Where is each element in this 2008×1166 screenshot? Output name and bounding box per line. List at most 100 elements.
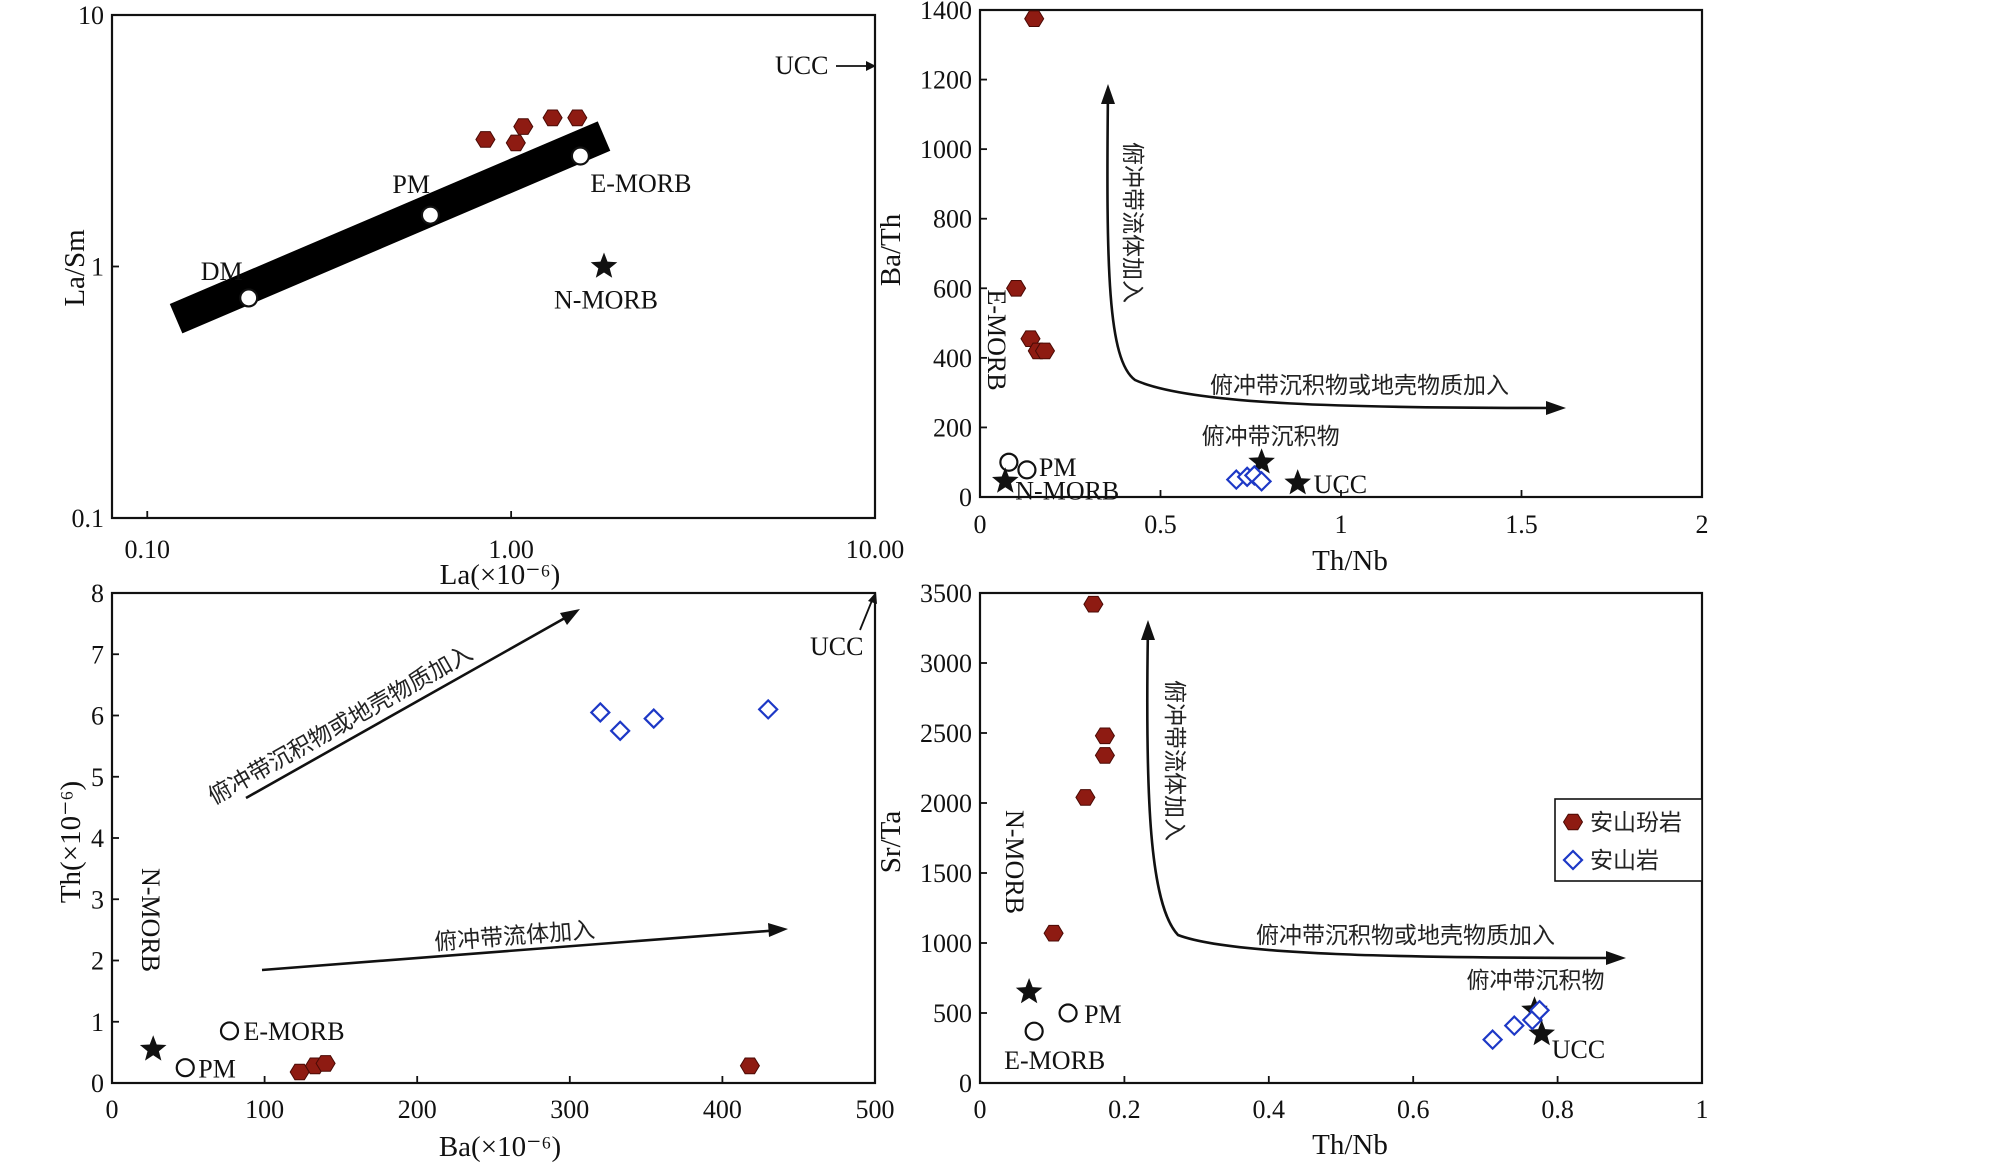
panel-c-sediment-label: 俯冲带沉积物或地壳物质加入 bbox=[204, 640, 477, 810]
panel-b-point-andesite-porphyry bbox=[1034, 342, 1056, 360]
panel-d-xtick-label: 0.4 bbox=[1253, 1095, 1286, 1124]
panel-b: 0 0.5 1 1.5 2 0 200 400 600 800 1000 1200 1400 Th/Nb… bbox=[875, 0, 1709, 577]
panel-d: 0 0.2 0.4 0.6 0.8 1 0 500 1000 1500 2000 2500 3000 35… bbox=[875, 579, 1709, 1161]
panel-b-ytick-label: 0 bbox=[959, 483, 972, 512]
panel-a-ref-label-e-morb: E-MORB bbox=[590, 169, 691, 198]
panel-c-xtick-label: 500 bbox=[856, 1095, 895, 1124]
panel-c-ytick-label: 1 bbox=[91, 1008, 104, 1037]
panel-d-point-andesite bbox=[1528, 999, 1551, 1021]
panel-d-ytick-label: 3000 bbox=[920, 649, 972, 678]
panel-c-ytick-label: 4 bbox=[91, 824, 104, 853]
panel-c-ytick-label: 8 bbox=[91, 579, 104, 608]
panel-a-ref-dm-circle bbox=[239, 288, 259, 308]
panel-d-point-andesite-porphyry bbox=[1075, 789, 1096, 806]
legend-label-andesite: 安山岩 bbox=[1590, 848, 1659, 874]
panel-c-ticks: 0 100 200 300 400 500 0 1 2 3 4 5 6 7 8 bbox=[91, 579, 895, 1124]
panel-d-ref-ucc-star bbox=[1528, 1020, 1555, 1046]
panel-a-ref-pm-circle bbox=[420, 205, 441, 225]
panel-a-ucc-arrowhead bbox=[866, 61, 876, 71]
panel-b-arrow-curve bbox=[1106, 89, 1561, 410]
panel-c-ucc-arrow bbox=[859, 597, 874, 631]
panel-a-ytick-label: 0.1 bbox=[72, 504, 105, 533]
panel-c-ref-e-morb-circle bbox=[219, 1021, 240, 1041]
panel-d-point-andesite-porphyry bbox=[1094, 727, 1115, 745]
panel-c-ytick-label: 0 bbox=[91, 1069, 104, 1098]
panel-b-refs: E-MORB PMN-MORB 俯冲带沉积物 UCC bbox=[982, 289, 1367, 505]
panel-a-ucc-label: UCC bbox=[775, 51, 828, 80]
panel-a-ylabel: La/Sm bbox=[59, 229, 91, 307]
panel-d-points bbox=[1043, 595, 1551, 1051]
panel-c-xlabel: Ba(×10⁻⁶) bbox=[439, 1131, 561, 1163]
panel-c-points bbox=[289, 698, 779, 1081]
panel-c-xtick-label: 100 bbox=[245, 1095, 284, 1124]
panel-c-point-andesite-porphyry bbox=[315, 1055, 336, 1072]
panel-a-xlabel: La(×10⁻⁶) bbox=[440, 559, 561, 591]
panel-b-ytick-label: 1000 bbox=[920, 135, 972, 164]
panel-b-sediment-label: 俯冲带沉积物或地壳物质加入 bbox=[1210, 373, 1509, 399]
panel-d-point-andesite bbox=[1482, 1029, 1504, 1051]
panel-c-ref-pm-circle bbox=[175, 1058, 195, 1078]
panel-b-ref-label-pm: PM bbox=[1039, 453, 1077, 482]
panel-d-ytick-label: 500 bbox=[933, 999, 972, 1028]
panel-c-ytick-label: 2 bbox=[91, 947, 104, 976]
panel-d-ytick-label: 1000 bbox=[920, 929, 972, 958]
panel-a-points bbox=[475, 109, 588, 152]
panel-b-point-andesite-porphyry bbox=[1006, 280, 1027, 297]
panel-d-ref-pm-circle bbox=[1058, 1003, 1078, 1023]
panel-c-point-andesite bbox=[609, 720, 631, 742]
panel-c-ytick-label: 3 bbox=[91, 885, 104, 914]
panel-a-point-andesite-porphyry bbox=[567, 109, 588, 127]
panel-d-xtick-label: 0.2 bbox=[1108, 1095, 1141, 1124]
panel-a-ytick-label: 10 bbox=[78, 1, 104, 30]
panel-d-xtick-label: 0.8 bbox=[1541, 1095, 1574, 1124]
panel-d-arrow-curve bbox=[1145, 625, 1621, 960]
panel-c-xtick-label: 300 bbox=[550, 1095, 589, 1124]
panel-d-arrowhead-up bbox=[1141, 620, 1155, 640]
panel-d-fluid-label: 俯冲带流体加入 bbox=[1161, 680, 1187, 841]
panel-b-ref-label-n-morb: N-MORB bbox=[1015, 476, 1119, 505]
panel-d-xtick-label: 0.6 bbox=[1397, 1095, 1430, 1124]
panel-b-ref-label-subduction-sediment: 俯冲带沉积物 bbox=[1202, 424, 1340, 450]
panel-c: 0 100 200 300 400 500 0 1 2 3 4 5 6 7 8 Ba(×10⁻⁶) Th(×… bbox=[55, 579, 895, 1163]
panel-d-ticks: 0 0.2 0.4 0.6 0.8 1 0 500 1000 1500 2000 2500 3000 35… bbox=[920, 579, 1709, 1124]
panel-c-refs: N-MORB E-MORB PM bbox=[136, 868, 345, 1084]
panel-a-xtick-label: 1.00 bbox=[488, 535, 534, 564]
panel-b-ref-ucc-star bbox=[1284, 469, 1311, 495]
panel-b-fluid-label: 俯冲带流体加入 bbox=[1119, 142, 1145, 303]
legend-box bbox=[1554, 798, 1703, 882]
panel-b-ytick-label: 1200 bbox=[920, 66, 972, 95]
panel-c-ytick-label: 7 bbox=[91, 640, 104, 669]
panel-a-xtick-label: 0.10 bbox=[125, 535, 171, 564]
panel-d-ref-label-n-morb: N-MORB bbox=[1000, 810, 1029, 914]
legend-marker-andesite bbox=[1562, 849, 1584, 871]
panel-d-xtick-label: 1 bbox=[1696, 1095, 1709, 1124]
panel-b-frame bbox=[978, 8, 1704, 499]
panel-a-ref-label-n-morb: N-MORB bbox=[554, 286, 658, 315]
panel-b-xtick-label: 0 bbox=[974, 510, 987, 539]
panel-d-xtick-label: 0 bbox=[974, 1095, 987, 1124]
panel-c-frame bbox=[110, 591, 877, 1085]
panel-b-ref-pm-circle bbox=[1017, 460, 1037, 480]
panel-d-ytick-label: 2000 bbox=[920, 789, 972, 818]
panel-a-point-andesite-porphyry bbox=[513, 118, 534, 135]
panel-a-ref-label-pm: PM bbox=[392, 170, 430, 199]
panel-a-ytick-label: 1 bbox=[91, 253, 104, 282]
panel-c-sediment-arrow bbox=[245, 612, 573, 800]
panel-c-ytick-label: 6 bbox=[91, 702, 104, 731]
panel-c-point-andesite bbox=[643, 708, 665, 730]
panel-d-ref-label-e-morb: E-MORB bbox=[1004, 1046, 1105, 1075]
panel-d-sediment-label: 俯冲带沉积物或地壳物质加入 bbox=[1256, 923, 1555, 949]
panel-a-refs: DM PM E-MORB N-MORB bbox=[201, 146, 692, 315]
panel-b-arrowhead-up bbox=[1101, 84, 1115, 104]
panel-d-ref-n-morb-star bbox=[1015, 978, 1043, 1004]
legend-label-andesite-porphyry: 安山玢岩 bbox=[1590, 810, 1682, 836]
panel-b-ytick-label: 1400 bbox=[920, 0, 972, 25]
panel-c-xtick-label: 200 bbox=[398, 1095, 437, 1124]
panel-b-ytick-label: 200 bbox=[933, 413, 972, 442]
panel-b-ref-e-morb-circle bbox=[999, 452, 1019, 472]
panel-c-ucc-arrowhead bbox=[868, 592, 877, 604]
panel-c-point-andesite bbox=[757, 698, 779, 720]
panel-a-point-andesite-porphyry bbox=[505, 134, 526, 152]
panel-c-ylabel: Th(×10⁻⁶) bbox=[55, 781, 87, 903]
panel-b-point-andesite bbox=[1251, 470, 1273, 492]
